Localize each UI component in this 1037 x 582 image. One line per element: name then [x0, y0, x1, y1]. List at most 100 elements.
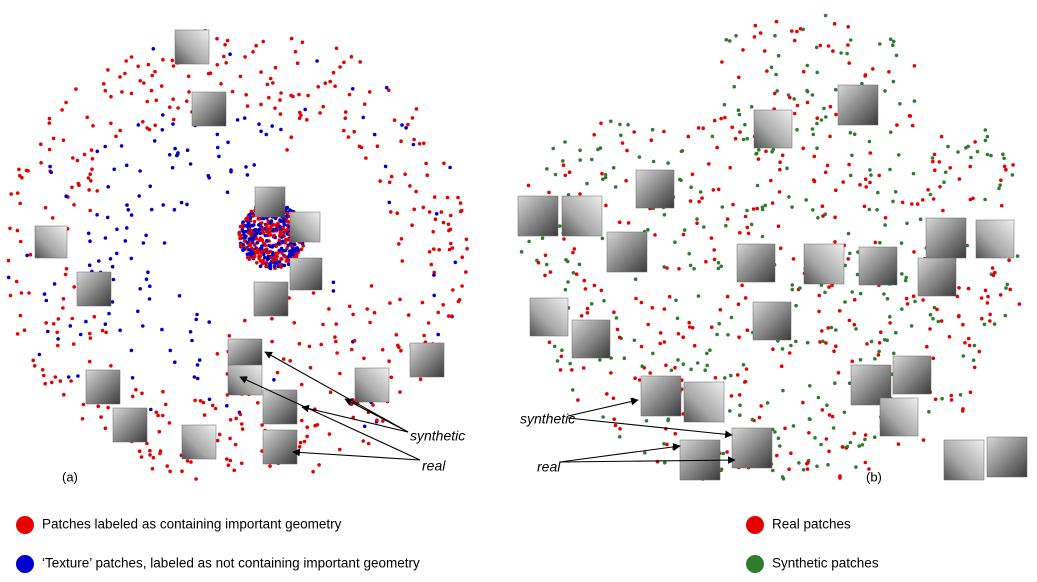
point — [749, 105, 754, 109]
point — [388, 301, 392, 305]
point — [814, 45, 819, 50]
point — [432, 195, 437, 199]
point — [274, 223, 278, 227]
point — [362, 424, 367, 429]
point — [268, 226, 273, 231]
point — [246, 220, 250, 224]
point — [78, 332, 83, 337]
point — [757, 148, 761, 152]
point — [52, 282, 57, 286]
point — [765, 69, 769, 73]
point — [88, 331, 92, 336]
point — [465, 246, 469, 251]
point — [704, 259, 708, 264]
point — [911, 171, 916, 176]
point — [729, 315, 734, 320]
point — [843, 263, 847, 268]
point — [985, 152, 990, 157]
point — [571, 250, 575, 255]
point — [553, 172, 558, 177]
point — [858, 358, 863, 362]
point — [47, 116, 52, 121]
point — [776, 53, 781, 58]
point — [31, 358, 35, 363]
point — [778, 167, 782, 172]
point — [414, 189, 418, 194]
point — [197, 358, 202, 362]
point — [619, 133, 623, 138]
point — [239, 234, 243, 238]
point — [972, 343, 977, 348]
point — [810, 93, 815, 97]
point — [662, 129, 666, 134]
point — [941, 208, 945, 213]
point — [369, 284, 374, 288]
patch — [112, 407, 148, 443]
point — [265, 251, 270, 255]
point — [130, 394, 135, 399]
point — [305, 434, 309, 439]
point — [848, 38, 853, 42]
point — [875, 208, 879, 212]
point — [189, 460, 193, 464]
point — [729, 394, 734, 398]
point — [921, 298, 925, 302]
point — [730, 125, 734, 130]
point — [804, 198, 808, 202]
patch — [571, 319, 611, 359]
point — [687, 320, 691, 325]
point — [831, 49, 835, 53]
point — [167, 421, 172, 425]
point — [157, 429, 162, 434]
point — [271, 81, 275, 85]
point — [66, 375, 71, 379]
point — [448, 165, 452, 170]
point — [882, 292, 886, 296]
point — [637, 155, 642, 159]
point — [649, 138, 654, 142]
point — [88, 336, 93, 340]
point — [721, 451, 726, 456]
point — [912, 250, 916, 254]
point — [90, 167, 94, 171]
point — [599, 288, 604, 293]
point — [338, 65, 342, 69]
point — [972, 365, 977, 370]
point — [99, 415, 103, 419]
point — [268, 464, 272, 468]
point — [279, 91, 283, 95]
point — [563, 140, 567, 144]
point — [302, 439, 307, 444]
point — [267, 231, 272, 235]
point — [745, 136, 749, 141]
point — [84, 319, 88, 324]
point — [686, 134, 691, 139]
point — [912, 99, 917, 103]
point — [548, 270, 553, 274]
point — [920, 198, 925, 202]
point — [712, 118, 717, 123]
point — [255, 247, 260, 252]
point — [243, 318, 247, 323]
point — [571, 271, 576, 275]
point — [265, 82, 270, 87]
point — [315, 59, 319, 63]
point — [63, 272, 68, 277]
point — [666, 418, 670, 423]
point — [574, 272, 579, 277]
point — [22, 328, 27, 333]
point — [226, 463, 231, 468]
point — [834, 328, 838, 332]
point — [634, 296, 638, 301]
point — [775, 453, 779, 458]
point — [733, 136, 738, 141]
point — [963, 341, 967, 345]
point — [270, 316, 274, 321]
point — [563, 173, 568, 178]
point — [757, 415, 762, 420]
point — [888, 130, 893, 134]
point — [846, 25, 850, 29]
point — [61, 138, 66, 142]
point — [824, 437, 829, 441]
point — [985, 301, 990, 305]
